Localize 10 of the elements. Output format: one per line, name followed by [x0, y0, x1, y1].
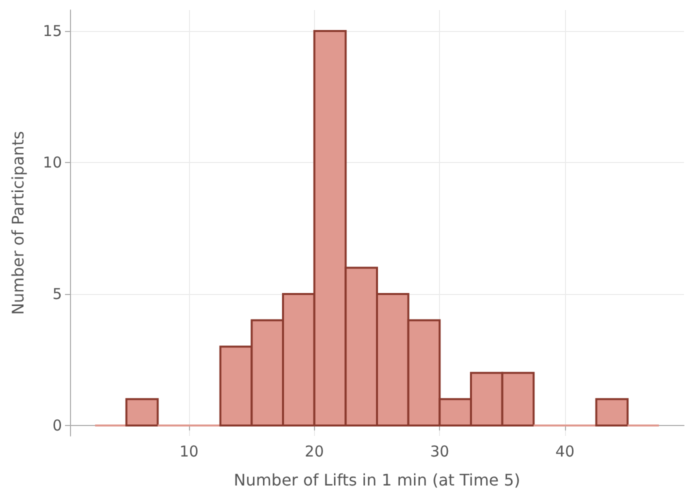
x-tick-label: 30	[430, 442, 450, 460]
x-tick-label: 40	[555, 442, 575, 460]
y-tick-label: 0	[52, 416, 62, 434]
y-tick-label: 5	[52, 285, 62, 303]
y-tick-label: 10	[42, 154, 62, 172]
y-tick-label: 15	[42, 22, 62, 40]
x-axis-title: Number of Lifts in 1 min (at Time 5)	[234, 470, 520, 490]
x-tick-label: 20	[304, 442, 324, 460]
y-axis-title: Number of Participants	[8, 131, 28, 315]
x-tick-label: 10	[179, 442, 199, 460]
